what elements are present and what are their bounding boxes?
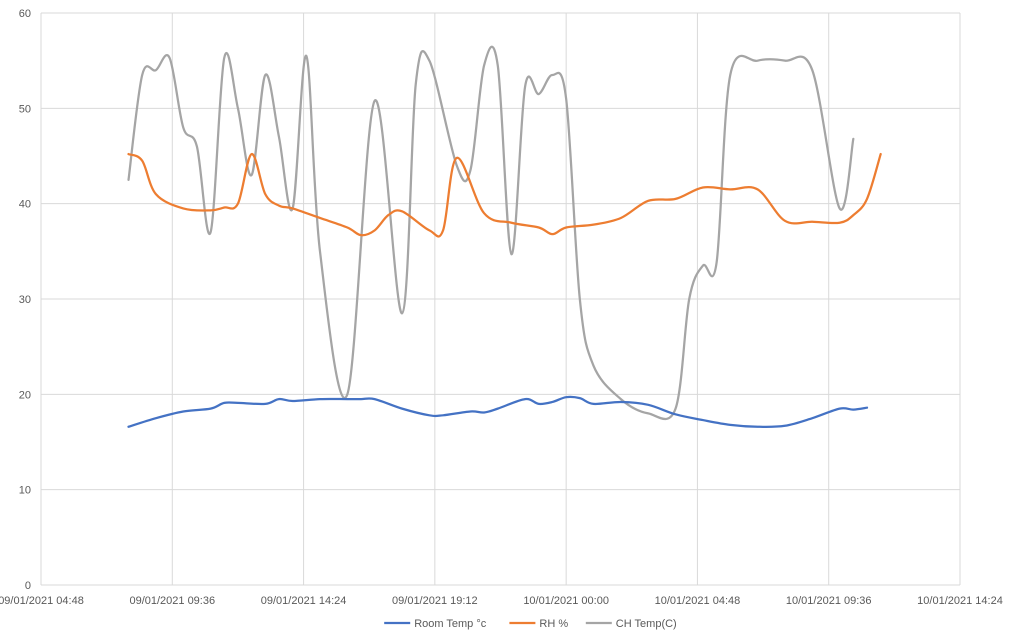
x-tick-label: 10/01/2021 00:00 xyxy=(523,595,609,607)
legend-label: RH % xyxy=(539,618,568,630)
y-tick-label: 20 xyxy=(19,389,31,401)
x-tick-label: 10/01/2021 14:24 xyxy=(917,595,1003,607)
x-tick-label: 09/01/2021 09:36 xyxy=(129,595,215,607)
x-tick-label: 10/01/2021 04:48 xyxy=(655,595,741,607)
legend-item-ch-temp-c: CH Temp(C) xyxy=(585,618,677,630)
legend-item-room-temp-c: Room Temp °c xyxy=(384,618,487,630)
y-axis-tick-labels: 0 10 20 30 40 50 60 xyxy=(19,8,31,592)
series-line-ch-temp-c xyxy=(127,45,855,421)
series-lines xyxy=(127,45,882,429)
y-tick-label: 0 xyxy=(25,580,31,592)
series-line-rh xyxy=(127,152,882,238)
legend: Room Temp °c RH % CH Temp(C) xyxy=(384,618,677,630)
series-line-room-temp-c xyxy=(127,395,869,429)
x-tick-label: 09/01/2021 04:48 xyxy=(0,595,84,607)
y-tick-label: 50 xyxy=(19,103,31,115)
x-tick-label: 10/01/2021 09:36 xyxy=(786,595,872,607)
y-tick-label: 40 xyxy=(19,199,31,211)
y-tick-label: 10 xyxy=(19,485,31,497)
x-axis-tick-labels: 09/01/2021 04:48 09/01/2021 09:36 09/01/20… xyxy=(0,595,1003,607)
legend-item-rh: RH % xyxy=(509,618,568,630)
x-tick-label: 09/01/2021 14:24 xyxy=(261,595,347,607)
y-tick-label: 30 xyxy=(19,294,31,306)
legend-label: Room Temp °c xyxy=(414,618,487,630)
y-tick-label: 60 xyxy=(19,8,31,20)
legend-label: CH Temp(C) xyxy=(616,618,677,630)
x-tick-label: 09/01/2021 19:12 xyxy=(392,595,478,607)
